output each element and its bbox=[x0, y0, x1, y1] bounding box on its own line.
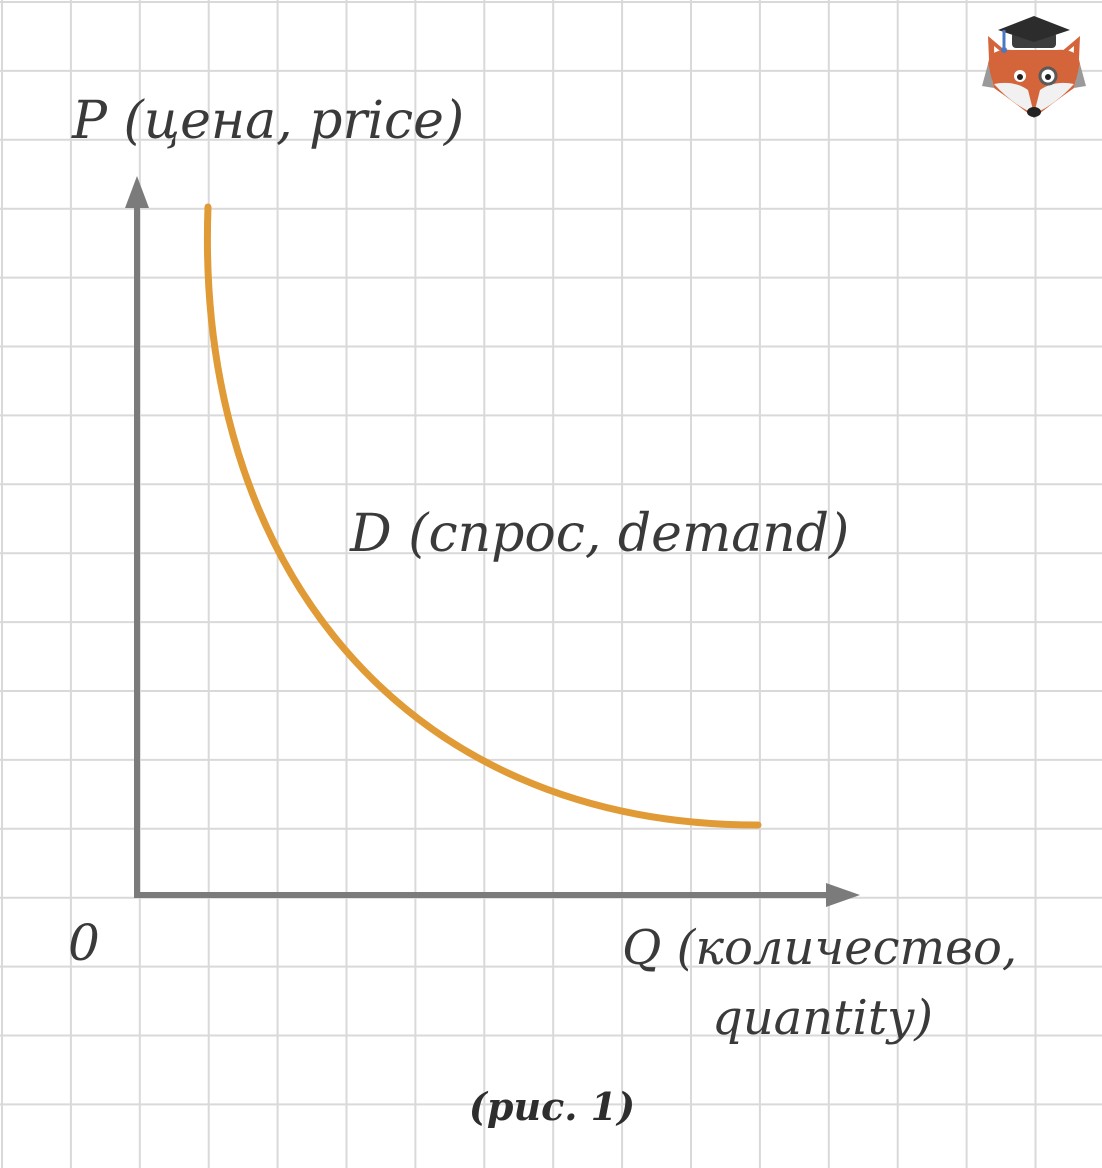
axes bbox=[125, 176, 860, 907]
y-axis-arrow-icon bbox=[125, 176, 149, 208]
origin-label: 0 bbox=[68, 914, 100, 972]
x-axis-label-line1: Q (количество, bbox=[622, 920, 1017, 976]
y-axis-label: P (цена, price) bbox=[71, 91, 464, 151]
x-axis-label-line2: quantity) bbox=[712, 990, 933, 1046]
demand-curve bbox=[203, 203, 762, 829]
fox-graduate-logo-icon bbox=[982, 16, 1086, 118]
curve-label: D (спрос, demand) bbox=[349, 504, 849, 564]
figure-caption: (рис. 1) bbox=[469, 1084, 635, 1129]
x-axis-arrow-icon bbox=[826, 883, 860, 907]
